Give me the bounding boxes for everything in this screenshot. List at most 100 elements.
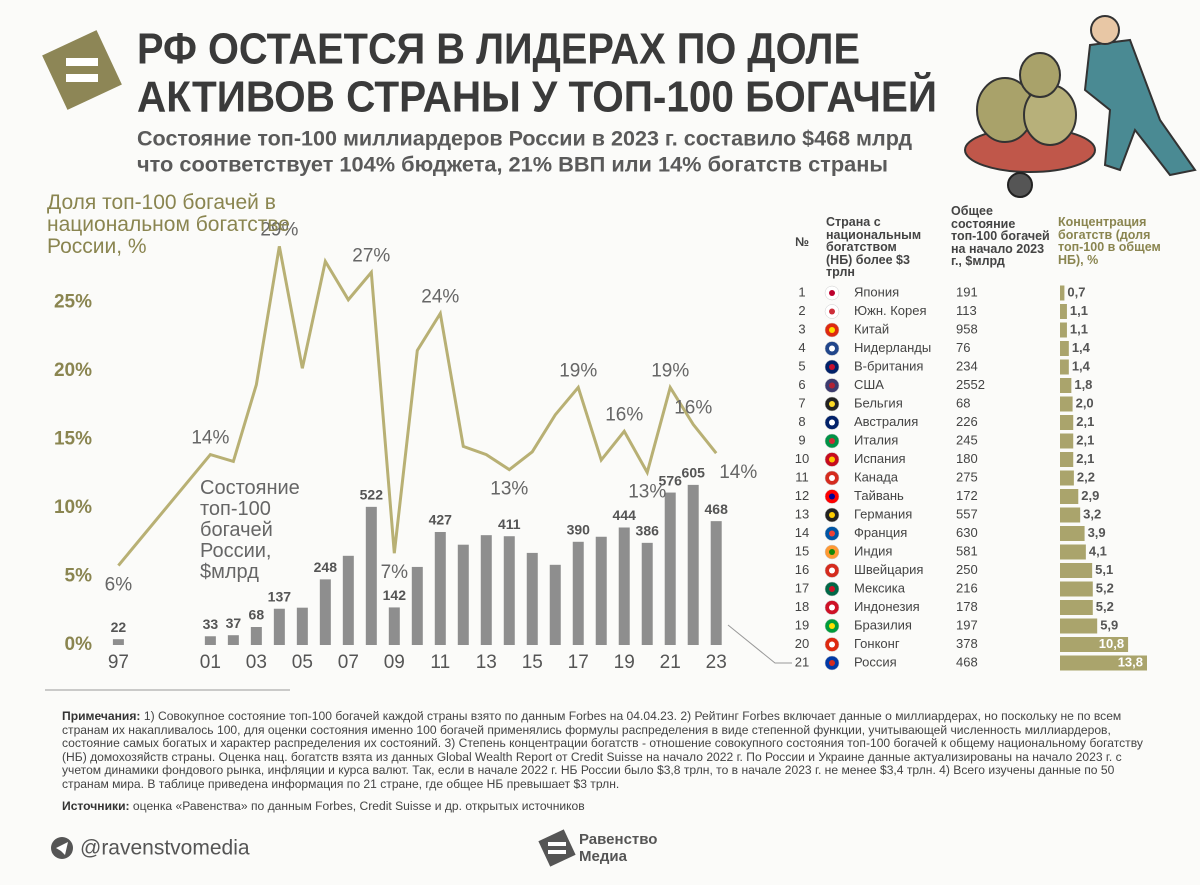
row-number: 5 [798, 358, 805, 373]
bar [503, 536, 515, 645]
y-tick-label: 15% [54, 429, 92, 450]
concentration-label: 1,1 [1070, 321, 1088, 336]
bar-value-label: 411 [498, 516, 521, 532]
flag-detail [829, 419, 835, 426]
bar [595, 536, 607, 645]
concentration-bar [1060, 563, 1093, 578]
wealth-value: 172 [956, 488, 978, 503]
flag-detail [829, 586, 835, 592]
logo [42, 30, 122, 110]
wealth-value: 180 [956, 451, 978, 466]
line-value-label: 29% [260, 219, 298, 240]
concentration-label: 4,1 [1089, 543, 1107, 558]
bar-value-label: 33 [203, 616, 219, 632]
bar-value-label: 390 [567, 521, 591, 537]
country-name: Бразилия [854, 617, 912, 632]
bar-value-label: 427 [429, 512, 453, 528]
flag-detail [829, 604, 835, 611]
line-value-label: 16% [605, 404, 643, 425]
table-header: Страна с национальным богатством (НБ) бо… [826, 215, 922, 279]
row-number: 21 [795, 654, 809, 669]
line-value-label: 27% [352, 245, 390, 266]
bar [710, 521, 722, 645]
concentration-label: 0,7 [1067, 284, 1085, 299]
row-number: 18 [795, 599, 809, 614]
bar-value-label: 22 [111, 619, 127, 635]
country-name: Россия [854, 654, 897, 669]
concentration-label: 1,1 [1070, 303, 1088, 318]
x-tick-label: 03 [246, 652, 267, 673]
wealth-value: 581 [956, 543, 978, 558]
notes-text: 1) Совокупное состояние топ-100 богачей … [62, 709, 1143, 791]
concentration-bar [1060, 396, 1073, 412]
wealth-value: 630 [956, 525, 978, 540]
country-name: Южн. Корея [854, 303, 927, 318]
row-number: 14 [795, 525, 809, 540]
flag-detail [829, 660, 835, 666]
x-tick-label: 17 [568, 652, 589, 673]
row-number: 2 [798, 303, 805, 318]
flag-detail [829, 493, 835, 500]
x-tick-label: 01 [200, 652, 221, 673]
line-series-title: Доля топ-100 богачей в национальном бога… [47, 191, 290, 258]
line-value-label: 7% [381, 562, 409, 583]
line-value-label: 14% [191, 428, 229, 449]
bar [319, 579, 331, 645]
brand-logo [538, 829, 576, 867]
concentration-bar [1060, 415, 1074, 430]
concentration-label: 13,8 [1118, 654, 1143, 669]
table-header: Концентрация богатств (доля топ-100 в об… [1058, 215, 1161, 267]
country-name: Индия [854, 543, 892, 558]
country-name: США [854, 377, 884, 392]
line-value-label: 19% [559, 360, 597, 381]
notes: Примечания: 1) Совокупное состояние топ-… [62, 709, 1157, 792]
concentration-label: 2,0 [1076, 395, 1094, 410]
bar [250, 627, 262, 645]
bar [112, 639, 124, 645]
wealth-value: 113 [956, 303, 977, 318]
concentration-bar [1060, 470, 1074, 486]
country-name: Китай [854, 321, 889, 336]
flag-detail [829, 345, 835, 352]
wealth-value: 250 [956, 562, 978, 577]
telegram-icon [51, 837, 73, 859]
concentration-bar [1060, 489, 1079, 504]
flag-detail [829, 512, 835, 518]
x-tick-label: 19 [614, 652, 635, 673]
concentration-label: 1,8 [1074, 377, 1092, 392]
row-number: 15 [795, 543, 809, 558]
y-tick-label: 25% [54, 292, 92, 313]
x-tick-label: 21 [660, 652, 681, 673]
bar-value-label: 522 [360, 487, 384, 503]
concentration-label: 5,2 [1096, 580, 1114, 595]
concentration-label: 2,1 [1076, 414, 1094, 429]
bar [618, 527, 630, 645]
title-line: РФ ОСТАЕТСЯ В ЛИДЕРАХ ПО ДОЛЕ [137, 25, 860, 74]
subtitle-line: что соответствует 104% бюджета, 21% ВВП … [137, 154, 888, 177]
flag-detail [829, 567, 835, 574]
connector [727, 624, 792, 664]
flag-detail [829, 549, 835, 555]
illustration [964, 15, 1197, 198]
bar [480, 535, 492, 645]
footer-handle: @ravenstvomedia [80, 837, 250, 860]
concentration-bar [1060, 304, 1067, 319]
concentration-bar [1060, 359, 1069, 375]
line-value-label: 13% [490, 479, 528, 500]
row-number: 11 [795, 469, 809, 484]
concentration-bar [1060, 507, 1081, 523]
table-header: № [795, 235, 809, 249]
row-number: 6 [798, 377, 805, 392]
concentration-label: 5,2 [1096, 599, 1114, 614]
wealth-value: 178 [956, 599, 978, 614]
concentration-bar [1060, 526, 1085, 541]
line-value-label: 24% [421, 286, 459, 307]
concentration-label: 2,2 [1077, 469, 1095, 484]
country-name: Швейцария [854, 562, 923, 577]
concentration-label: 5,1 [1095, 562, 1113, 577]
bar [342, 555, 354, 645]
country-name: Гонконг [854, 636, 900, 651]
row-number: 16 [795, 562, 809, 577]
bar [411, 566, 423, 645]
